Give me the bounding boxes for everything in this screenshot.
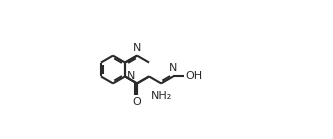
Text: N: N [127,71,135,81]
Text: N: N [169,63,177,73]
Text: OH: OH [185,71,202,81]
Text: N: N [133,43,141,53]
Text: O: O [133,97,142,107]
Text: NH₂: NH₂ [151,91,172,101]
